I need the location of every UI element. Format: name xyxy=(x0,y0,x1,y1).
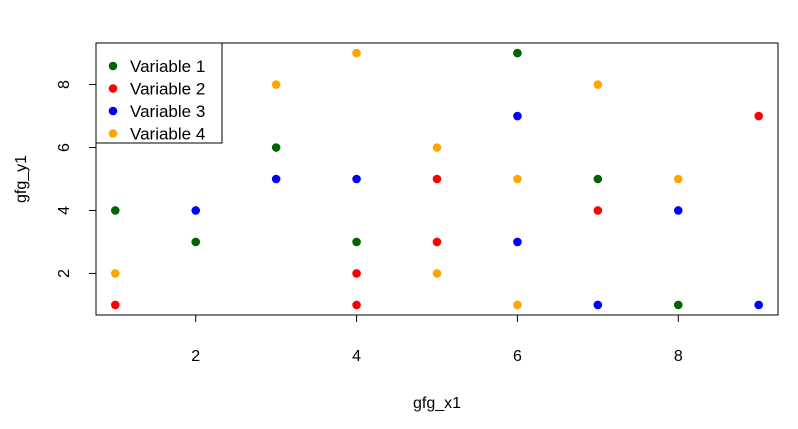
point-series-1 xyxy=(191,237,201,247)
point-series-2 xyxy=(432,237,442,247)
point-series-2 xyxy=(352,269,361,278)
point-series-4 xyxy=(271,80,281,89)
point-series-1 xyxy=(352,237,361,247)
x-tick-label: 2 xyxy=(191,348,200,365)
y-axis: 2 4 6 8 xyxy=(56,80,97,278)
point-series-2 xyxy=(593,206,603,215)
legend-box xyxy=(95,42,223,144)
legend-swatch xyxy=(108,129,118,138)
point-series-4 xyxy=(513,300,522,310)
point-series-3 xyxy=(513,111,522,121)
point-series-1 xyxy=(593,174,603,184)
x-tick-label: 6 xyxy=(513,348,522,365)
point-series-4 xyxy=(513,174,522,184)
y-tick-label: 8 xyxy=(56,80,73,89)
point-series-4 xyxy=(593,80,603,89)
legend-label: Variable 1 xyxy=(130,57,205,76)
point-series-3 xyxy=(352,174,361,184)
x-axis-label: gfg_x1 xyxy=(413,395,461,412)
point-series-4 xyxy=(673,174,683,184)
point-series-1 xyxy=(673,300,683,310)
point-series-3 xyxy=(593,300,603,310)
legend-label: Variable 3 xyxy=(130,102,205,121)
point-series-1 xyxy=(513,48,522,58)
point-series-3 xyxy=(191,206,201,215)
x-tick-label: 8 xyxy=(674,348,683,365)
legend-swatch xyxy=(108,61,118,71)
point-series-1 xyxy=(271,143,281,152)
point-series-4 xyxy=(432,143,442,152)
point-series-2 xyxy=(352,300,361,310)
point-series-3 xyxy=(271,174,281,184)
x-axis: 2 4 6 8 xyxy=(191,314,683,365)
x-tick-label: 4 xyxy=(352,348,361,365)
point-series-2 xyxy=(111,300,120,310)
point-series-4 xyxy=(111,269,120,278)
y-tick-label: 2 xyxy=(56,269,73,278)
y-tick-label: 4 xyxy=(56,206,73,215)
legend-swatch xyxy=(108,106,118,116)
y-axis-label: gfg_y1 xyxy=(13,155,30,203)
point-series-3 xyxy=(513,237,522,247)
data-points xyxy=(111,48,763,310)
legend: Variable 1 Variable 2 Variable 3 Variable 4 xyxy=(95,42,223,144)
legend-swatch xyxy=(108,84,118,93)
point-series-4 xyxy=(432,269,442,278)
point-series-4 xyxy=(352,48,361,58)
legend-label: Variable 4 xyxy=(130,125,205,144)
point-series-1 xyxy=(111,206,120,215)
y-tick-label: 6 xyxy=(56,143,73,152)
point-series-2 xyxy=(432,174,442,184)
point-series-3 xyxy=(673,206,683,215)
legend-label: Variable 2 xyxy=(130,80,205,99)
point-series-3 xyxy=(754,300,763,310)
point-series-2 xyxy=(754,111,763,121)
